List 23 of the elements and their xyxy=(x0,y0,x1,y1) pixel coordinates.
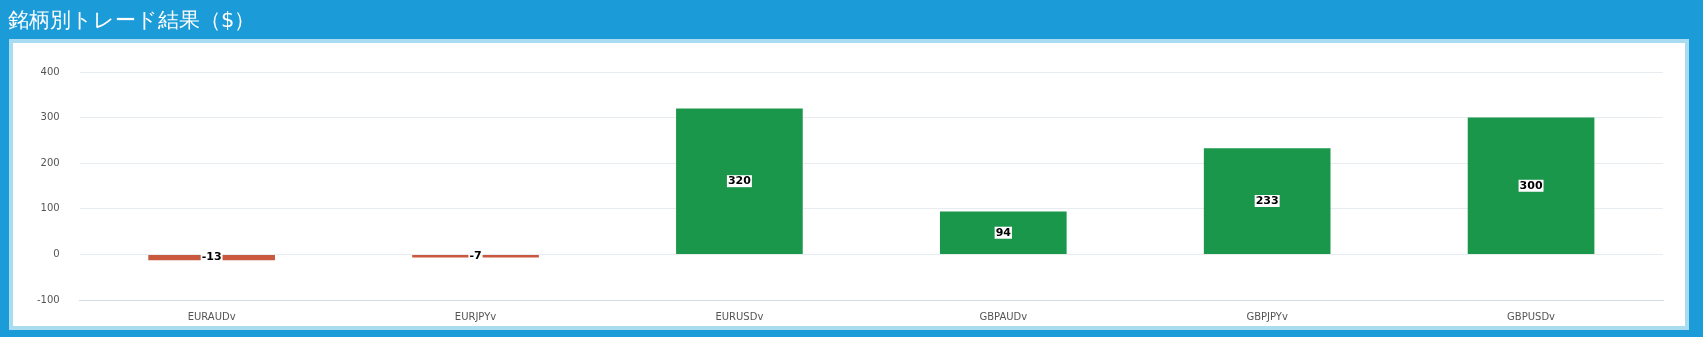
chart-title: 銘柄別トレード結果（$） xyxy=(8,7,256,34)
x-tick-label: EURUSDv xyxy=(715,310,764,322)
bar xyxy=(1467,117,1595,254)
x-tick-label: EURAUDv xyxy=(187,310,236,322)
y-tick-label: 100 xyxy=(40,202,60,214)
x-tick-label: GBPUSDv xyxy=(1507,310,1556,322)
x-tick-label: GBPJPYv xyxy=(1246,310,1288,322)
data-label: -7 xyxy=(469,249,482,263)
bar xyxy=(676,108,803,254)
data-label: -13 xyxy=(201,250,222,264)
data-label: 300 xyxy=(1519,178,1543,192)
y-tick-label: -100 xyxy=(36,293,60,305)
data-label: 233 xyxy=(1255,193,1279,207)
x-tick-label: GBPAUDv xyxy=(979,310,1028,322)
data-label: 94 xyxy=(995,225,1012,239)
y-tick-label: 300 xyxy=(40,111,60,123)
y-tick-label: 0 xyxy=(53,247,60,259)
y-tick-label: 400 xyxy=(40,65,60,77)
x-tick-label: EURJPYv xyxy=(454,310,497,322)
bar xyxy=(939,211,1067,254)
data-label: 320 xyxy=(727,174,752,188)
y-tick-label: 200 xyxy=(40,156,60,168)
bar xyxy=(1203,148,1331,254)
